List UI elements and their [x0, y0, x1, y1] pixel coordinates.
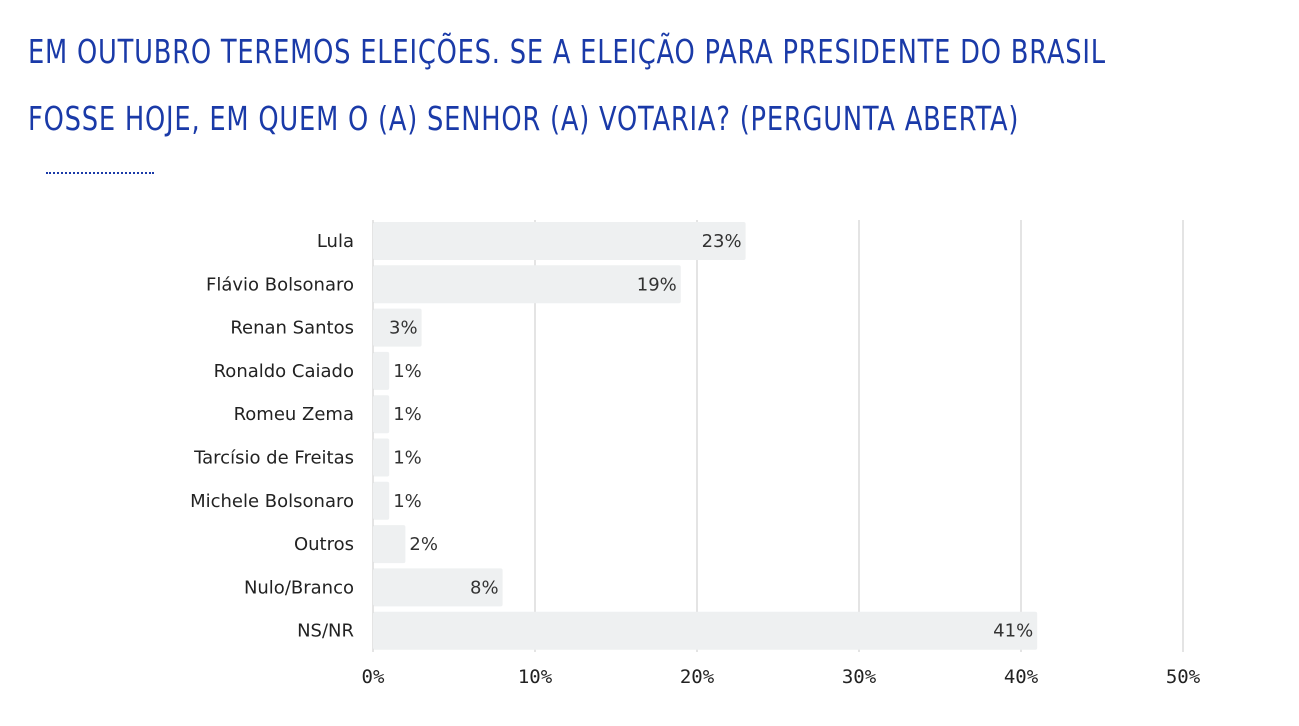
category-label: NS/NR — [297, 621, 354, 642]
category-label: Ronaldo Caiado — [214, 361, 354, 382]
value-label: 1% — [393, 404, 422, 425]
value-label: 2% — [409, 534, 438, 555]
bar — [373, 265, 681, 304]
category-label: Michele Bolsonaro — [190, 491, 354, 512]
bar — [373, 525, 406, 564]
value-label: 1% — [393, 448, 422, 469]
chart-title: EM OUTUBRO TEREMOS ELEIÇÕES. SE A ELEIÇÃ… — [28, 18, 1106, 152]
value-label: 1% — [393, 491, 422, 512]
category-label: Romeu Zema — [234, 404, 354, 425]
title-divider — [46, 172, 154, 174]
x-tick-label: 40% — [1004, 666, 1039, 688]
title-line-2: FOSSE HOJE, EM QUEM O (A) SENHOR (A) VOT… — [28, 99, 1020, 138]
category-label: Tarcísio de Freitas — [193, 448, 354, 469]
x-tick-label: 10% — [518, 666, 553, 688]
x-axis: 0% 10% 20% 30% 40% 50% — [362, 666, 1201, 688]
bar — [373, 611, 1038, 650]
bar — [373, 395, 390, 434]
value-label: 23% — [702, 231, 742, 252]
x-tick-label: 0% — [362, 666, 385, 688]
value-label: 3% — [389, 318, 418, 339]
labels: Lula 23% Flávio Bolsonaro 19% Renan Santos 3%… — [190, 231, 1033, 642]
bar — [373, 308, 422, 347]
bar — [373, 481, 390, 520]
bar — [373, 568, 503, 607]
category-label: Nulo/Branco — [244, 577, 354, 598]
x-tick-label: 20% — [680, 666, 715, 688]
bar — [373, 222, 746, 260]
title-line-1: EM OUTUBRO TEREMOS ELEIÇÕES. SE A ELEIÇÃ… — [28, 32, 1106, 71]
bar — [373, 438, 390, 477]
x-tick-label: 30% — [842, 666, 877, 688]
value-label: 1% — [393, 361, 422, 382]
category-label: Flávio Bolsonaro — [206, 274, 354, 295]
category-label: Renan Santos — [230, 318, 354, 339]
value-label: 41% — [993, 621, 1033, 642]
category-label: Lula — [317, 231, 354, 252]
category-label: Outros — [294, 534, 354, 555]
bar — [373, 351, 390, 390]
x-tick-label: 50% — [1166, 666, 1201, 688]
value-label: 19% — [637, 274, 677, 295]
value-label: 8% — [470, 577, 499, 598]
bars — [373, 222, 1038, 650]
